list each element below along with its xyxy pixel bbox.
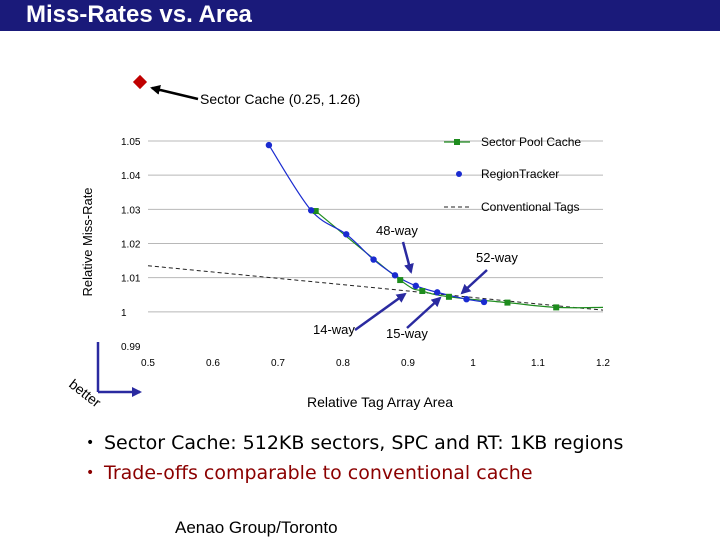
y-tick-label: 1.04: [121, 171, 141, 182]
label-52-way: 52-way: [476, 250, 518, 265]
sector-pool-points: [312, 208, 560, 311]
x-tick-label: 0.7: [271, 358, 285, 369]
region-tracker-point: [480, 298, 488, 306]
region-tracker-point: [434, 289, 441, 296]
bullet-text-2: Trade-offs comparable to conventional ca…: [104, 462, 533, 484]
arrow-15-way: [406, 296, 442, 329]
arrow-48-way: [401, 241, 414, 274]
arrow-14-way: [354, 292, 407, 332]
y-tick-label: 1.03: [121, 205, 141, 216]
y-tick-label: 0.99: [121, 342, 141, 353]
region-tracker-point: [343, 231, 350, 238]
legend-spc-label: Sector Pool Cache: [481, 135, 581, 149]
x-tick-label: 1: [470, 358, 476, 369]
x-tick-label: 0.5: [141, 358, 155, 369]
x-tick-label: 1.2: [596, 358, 610, 369]
region-tracker-point: [307, 207, 315, 214]
gridlines: [148, 140, 603, 313]
legend-rt-marker: [456, 171, 462, 177]
sector-cache-arrow: [150, 84, 199, 101]
y-tick-label: 1.02: [121, 240, 141, 251]
region-tracker-point: [463, 295, 470, 303]
legend-spc-marker: [454, 139, 460, 145]
label-14-way: 14-way: [313, 322, 355, 337]
arrow-52-way: [460, 269, 488, 295]
x-tick-label: 0.9: [401, 358, 415, 369]
y-tick-label: 1: [121, 308, 127, 319]
label-15-way: 15-way: [386, 326, 428, 341]
slide-title: Miss-Rates vs. Area: [26, 1, 252, 28]
sector-pool-point: [397, 277, 404, 284]
sector-pool-point: [419, 287, 426, 294]
y-tick-label: 1.01: [121, 274, 141, 285]
sector-pool-line: [315, 210, 604, 309]
bullet-list: • Sector Cache: 512KB sectors, SPC and RT…: [86, 428, 623, 488]
title-bar: [0, 0, 720, 31]
bullet-text-1: Sector Cache: 512KB sectors, SPC and RT:…: [104, 432, 624, 454]
sector-pool-point: [504, 299, 511, 306]
x-tick-label: 1.1: [531, 358, 545, 369]
x-axis-label: Relative Tag Array Area: [307, 394, 453, 410]
legend-rt-label: RegionTracker: [481, 167, 559, 181]
sector-pool-point: [553, 304, 560, 311]
sector-cache-label: Sector Cache (0.25, 1.26): [200, 91, 360, 107]
label-48-way: 48-way: [376, 223, 418, 238]
region-tracker-point: [391, 272, 399, 279]
sector-pool-point: [445, 293, 452, 300]
legend: Sector Pool Cache RegionTracker Conventi…: [444, 135, 581, 214]
bullet-item: • Trade-offs comparable to conventional c…: [86, 458, 623, 488]
y-tick-labels: 0.99 1 1.01 1.02 1.03 1.04 1.05: [121, 137, 141, 353]
bullet-item: • Sector Cache: 512KB sectors, SPC and RT…: [86, 428, 623, 458]
y-tick-label: 1.05: [121, 137, 141, 148]
x-tick-labels: 0.5 0.6 0.7 0.8 0.9 1 1.1 1.2: [141, 358, 610, 369]
footer-text: Aenao Group/Toronto: [175, 518, 338, 537]
region-tracker-points: [265, 141, 488, 306]
conventional-tags-line: [147, 265, 604, 311]
region-tracker-point: [412, 282, 419, 290]
bullet-dot-icon: •: [86, 435, 95, 451]
y-axis-label: Relative Miss-Rate: [80, 187, 95, 296]
bullet-dot-icon: •: [86, 465, 95, 481]
sector-cache-marker: [132, 74, 148, 90]
region-tracker-point: [265, 141, 273, 149]
x-tick-label: 0.6: [206, 358, 220, 369]
sector-pool-point: [312, 208, 319, 215]
x-tick-label: 0.8: [336, 358, 350, 369]
legend-conv-label: Conventional Tags: [481, 200, 580, 214]
region-tracker-point: [370, 256, 377, 263]
